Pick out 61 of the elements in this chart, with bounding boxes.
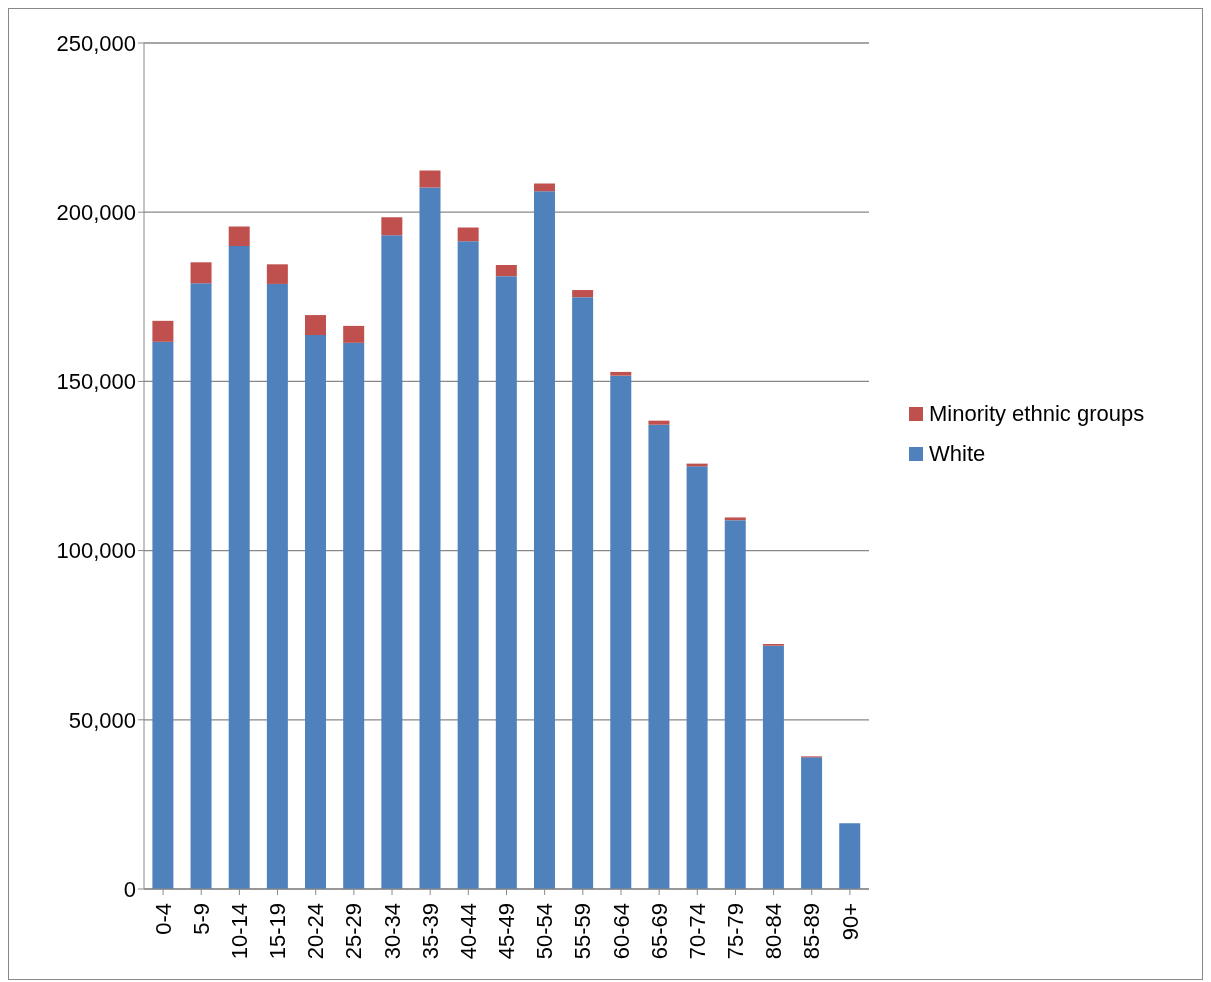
- y-tick-label: 50,000: [68, 707, 136, 733]
- bar: [572, 297, 594, 889]
- bar: [457, 241, 479, 889]
- x-tick-label: 30-34: [379, 903, 405, 960]
- x-tick-label: 0-4: [150, 903, 176, 935]
- y-tick-label: 100,000: [56, 538, 136, 564]
- bar: [801, 757, 823, 889]
- x-tick-label: 85-89: [799, 903, 825, 960]
- bar: [648, 424, 670, 889]
- y-tick-label: 250,000: [56, 30, 136, 56]
- y-tick-label: 200,000: [56, 200, 136, 226]
- x-tick-label: 25-29: [341, 903, 367, 960]
- bar: [266, 283, 288, 889]
- bar: [266, 264, 288, 284]
- bar: [495, 264, 517, 277]
- x-tick-label: 65-69: [646, 903, 672, 960]
- bar: [572, 290, 594, 298]
- bar: [533, 191, 555, 889]
- x-tick-label: 70-74: [684, 903, 710, 960]
- bar: [724, 520, 746, 889]
- x-tick-label: 5-9: [188, 903, 214, 935]
- bar: [228, 226, 250, 247]
- legend-label: White: [929, 441, 986, 467]
- x-tick-label: 20-24: [303, 903, 329, 960]
- bar: [762, 645, 784, 889]
- bar: [190, 262, 212, 284]
- bar: [343, 325, 365, 343]
- x-tick-label: 55-59: [570, 903, 596, 960]
- bar: [381, 235, 403, 889]
- bar: [839, 823, 861, 889]
- bar: [305, 335, 327, 889]
- bar: [686, 466, 708, 889]
- y-tick-label: 150,000: [56, 369, 136, 395]
- bar: [610, 371, 632, 376]
- bar: [495, 276, 517, 889]
- x-tick-label: 60-64: [608, 903, 634, 960]
- x-tick-label: 45-49: [494, 903, 520, 960]
- bar: [305, 315, 327, 336]
- bar: [228, 246, 250, 889]
- y-tick-label: 0: [123, 876, 136, 902]
- bar: [724, 517, 746, 521]
- bar: [419, 170, 441, 188]
- bar: [419, 187, 441, 889]
- bar: [648, 420, 670, 425]
- bar: [190, 283, 212, 889]
- x-tick-label: 15-19: [265, 903, 291, 960]
- x-tick-label: 80-84: [761, 903, 787, 960]
- legend-label: Minority ethnic groups: [929, 401, 1145, 427]
- bar: [457, 227, 479, 242]
- x-tick-label: 50-54: [532, 903, 558, 960]
- bar: [152, 341, 174, 889]
- bar: [343, 342, 365, 889]
- bar: [152, 320, 174, 342]
- x-tick-label: 35-39: [417, 903, 443, 960]
- bar: [381, 217, 403, 236]
- x-tick-label: 90+: [837, 903, 863, 941]
- x-tick-label: 10-14: [227, 903, 253, 960]
- x-tick-label: 75-79: [723, 903, 749, 960]
- bar: [610, 375, 632, 889]
- x-tick-label: 40-44: [455, 903, 481, 960]
- bar: [533, 183, 555, 192]
